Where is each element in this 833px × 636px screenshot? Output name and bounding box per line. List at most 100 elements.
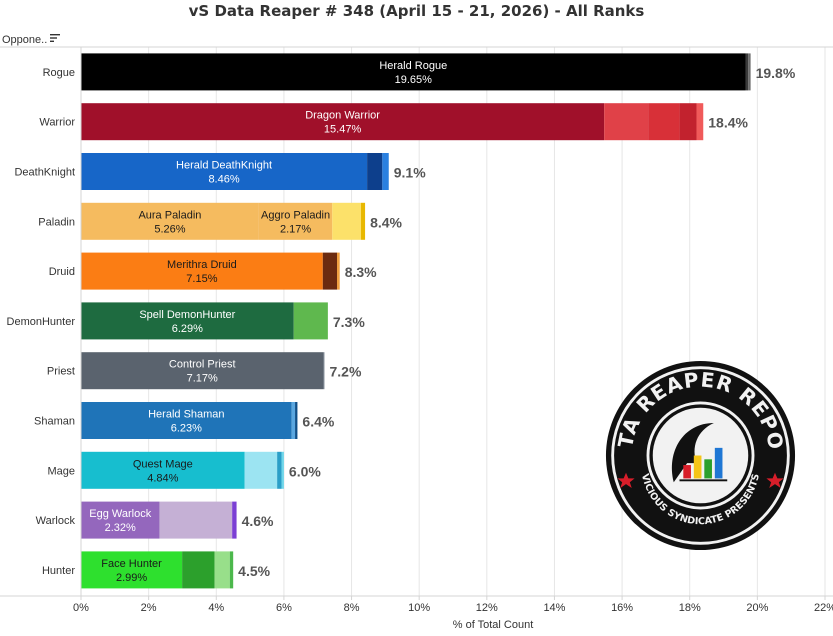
bar-segment — [159, 501, 233, 539]
bar-segment — [81, 53, 746, 91]
x-tick-label: 4% — [208, 602, 224, 614]
bar-row: Priest Control Priest 7.17% 7.2% — [47, 352, 362, 390]
bar-row: DemonHunter Spell DemonHunter 6.29% 7.3% — [7, 302, 365, 340]
bar-segment — [277, 451, 282, 489]
category-label: Mage — [47, 465, 75, 477]
bar-segment — [322, 252, 338, 290]
bar-row: Druid Merithra Druid 7.15% 8.3% — [49, 252, 377, 290]
segment-name-label: Dragon Warrior — [305, 110, 380, 122]
bars: Rogue Herald Rogue 19.65% 19.8% Warrior Drago… — [7, 53, 796, 589]
segment-name-label: Face Hunter — [101, 558, 162, 570]
bar-segment — [382, 153, 389, 190]
bar-segment — [81, 252, 323, 290]
bar-segment — [81, 402, 292, 439]
bar-segment — [81, 352, 324, 390]
bar-segment — [367, 153, 383, 190]
bar-segment — [81, 302, 294, 340]
axes: 0% 2% 4% 6% 8% 10% 12% 14% 16% 18% 20% 22% % of Tota… — [0, 46, 833, 631]
segment-value-label: 6.29% — [172, 323, 203, 335]
category-label: Druid — [49, 266, 75, 278]
bar-total-label: 8.3% — [345, 264, 377, 280]
bar-segment — [295, 402, 298, 439]
bar-segment — [81, 451, 245, 489]
segment-name-label: Herald DeathKnight — [176, 160, 272, 172]
segment-value-label: 5.26% — [154, 223, 185, 235]
bar-row: Hunter Face Hunter 2.99% 4.5% — [42, 551, 271, 589]
x-tick-label: 12% — [476, 602, 498, 614]
segment-value-label: 2.99% — [116, 572, 147, 584]
x-axis-title: % of Total Count — [453, 619, 534, 631]
bar-segment — [323, 352, 325, 390]
x-tick-label: 8% — [344, 602, 360, 614]
bar-row: Warrior Dragon Warrior 15.47% 18.4% — [39, 103, 749, 141]
bar-segment — [291, 402, 296, 439]
category-label: Rogue — [43, 67, 75, 79]
category-label: DemonHunter — [7, 316, 76, 328]
category-label: DeathKnight — [14, 167, 75, 179]
bar-segment — [232, 501, 237, 539]
bar-total-label: 6.0% — [289, 463, 321, 479]
category-label: Paladin — [38, 216, 75, 228]
bar-segment — [696, 103, 704, 141]
x-tick-label: 2% — [141, 602, 157, 614]
bar-segment — [648, 103, 680, 141]
bar-segment — [361, 202, 366, 240]
segment-value-label: 2.17% — [280, 223, 311, 235]
category-label: Warrior — [39, 117, 75, 129]
category-label: Hunter — [42, 565, 75, 577]
segment-name-label: Herald Rogue — [379, 60, 447, 72]
segment-value-label: 19.65% — [395, 74, 433, 86]
page-title: vS Data Reaper # 348 (April 15 - 21, 202… — [188, 2, 645, 20]
bar-segment — [745, 53, 749, 91]
category-label: Priest — [47, 366, 75, 378]
bar-segment — [679, 103, 697, 141]
segment-name-label: Spell DemonHunter — [139, 309, 235, 321]
segment-value-label: 4.84% — [147, 472, 178, 484]
bar-segment — [332, 202, 362, 240]
bar-segment — [258, 202, 333, 240]
category-label: Warlock — [36, 515, 76, 527]
x-tick-label: 20% — [746, 602, 768, 614]
x-tick-label: 16% — [611, 602, 633, 614]
bar-segment — [604, 103, 649, 141]
bar-segment — [337, 252, 340, 290]
x-tick-label: 14% — [543, 602, 565, 614]
bar-segment — [229, 551, 234, 589]
bar-total-label: 8.4% — [370, 214, 402, 230]
bar-segment — [244, 451, 278, 489]
x-tick-label: 18% — [679, 602, 701, 614]
segment-value-label: 7.15% — [186, 273, 217, 285]
bar-segment — [214, 551, 230, 589]
bar-segment — [81, 501, 160, 539]
segment-name-label: Aura Paladin — [138, 209, 201, 221]
segment-value-label: 7.17% — [187, 373, 218, 385]
bar-segment — [81, 202, 259, 240]
segment-name-label: Herald Shaman — [148, 409, 224, 421]
sort-icon[interactable] — [49, 32, 61, 44]
x-tick-label: 0% — [73, 602, 89, 614]
bar-row: Warlock Egg Warlock 2.32% 4.6% — [36, 501, 274, 539]
bar-row: Mage Quest Mage 4.84% 6.0% — [47, 451, 321, 489]
opponent-filter[interactable]: Oppone.. — [0, 32, 80, 48]
bar-total-label: 6.4% — [302, 414, 334, 430]
bar-row: Rogue Herald Rogue 19.65% 19.8% — [43, 53, 796, 91]
segment-value-label: 6.23% — [171, 423, 202, 435]
bar-total-label: 4.5% — [238, 563, 270, 579]
segment-name-label: Quest Mage — [133, 458, 193, 470]
bar-segment — [293, 302, 328, 340]
bar-total-label: 9.1% — [394, 165, 426, 181]
bar-total-label: 19.8% — [756, 65, 796, 81]
x-tick-label: 22% — [814, 602, 833, 614]
bar-row: Paladin Aura Paladin 5.26% Aggro Paladin 2.1… — [38, 202, 403, 240]
bar-total-label: 7.3% — [333, 314, 365, 330]
data-reaper-logo: DATA REAPER REPORT VICIOUS SYNDICATE PRE… — [605, 360, 796, 551]
segment-name-label: Merithra Druid — [167, 259, 237, 271]
bar-row: Shaman Herald Shaman 6.23% 6.4% — [34, 402, 335, 439]
segment-name-label: Egg Warlock — [89, 508, 151, 520]
bar-row: DeathKnight Herald DeathKnight 8.46% 9.1% — [14, 153, 426, 190]
bar-total-label: 18.4% — [708, 115, 748, 131]
opponent-filter-label: Oppone.. — [2, 34, 48, 46]
bar-segment — [182, 551, 215, 589]
bar-segment — [81, 551, 183, 589]
